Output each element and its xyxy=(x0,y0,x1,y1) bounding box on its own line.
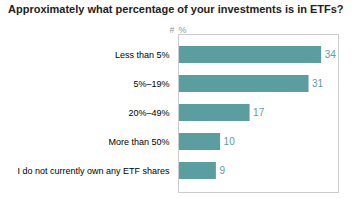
svg-text:#: # xyxy=(169,25,174,35)
svg-text:31: 31 xyxy=(312,78,324,89)
svg-text:%: % xyxy=(179,25,187,35)
svg-text:5%–19%: 5%–19% xyxy=(133,79,169,89)
svg-text:20%–49%: 20%–49% xyxy=(128,108,169,118)
svg-text:I do not currently own any ETF: I do not currently own any ETF shares xyxy=(17,166,170,176)
svg-text:17: 17 xyxy=(253,107,265,118)
svg-text:10: 10 xyxy=(224,136,236,147)
svg-text:34: 34 xyxy=(325,49,337,60)
html-text:Approximately what percentage: Approximately what percentage of your in… xyxy=(8,3,344,15)
svg-text:More than 50%: More than 50% xyxy=(108,137,169,147)
svg-text:9: 9 xyxy=(219,165,225,176)
svg-text:Less than 5%: Less than 5% xyxy=(115,50,170,60)
